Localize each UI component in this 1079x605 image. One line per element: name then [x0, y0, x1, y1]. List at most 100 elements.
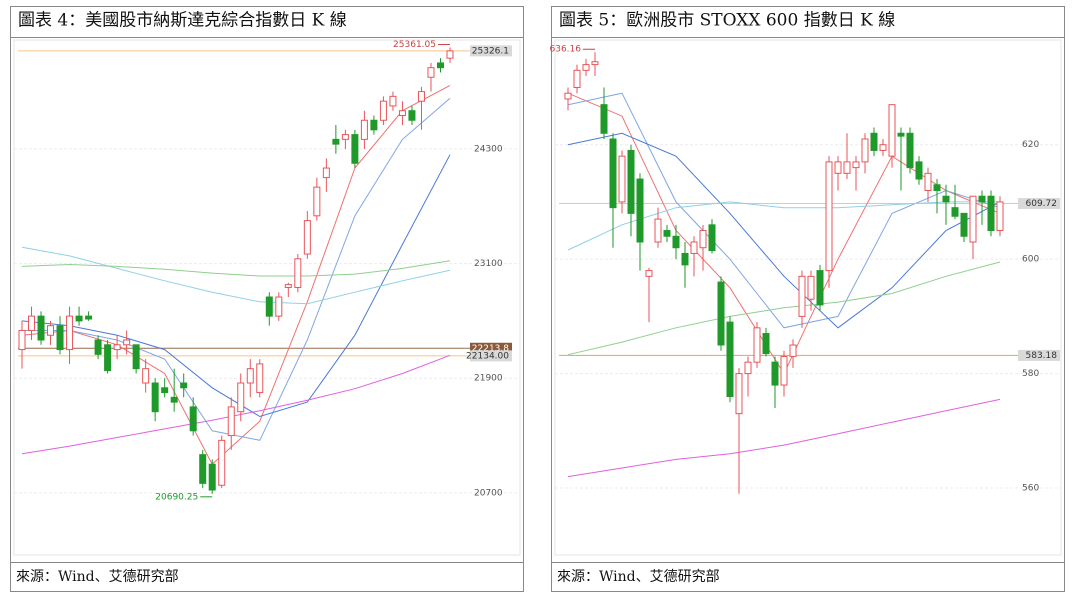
panel-frame	[10, 6, 524, 592]
candle-body	[379, 100, 387, 121]
candle-body	[123, 339, 131, 346]
y-tick-label: 560	[1022, 484, 1039, 494]
candle-body	[798, 275, 806, 317]
candle-body	[717, 281, 725, 346]
moving-average-line	[567, 261, 1001, 356]
moving-average-line	[21, 84, 451, 466]
candle-body	[227, 406, 235, 437]
candle-body	[609, 138, 617, 209]
reference-label-box	[1018, 198, 1060, 210]
candle-body	[275, 296, 283, 317]
reference-label-box	[1018, 349, 1060, 361]
candle-body	[924, 172, 932, 191]
candle-body	[645, 270, 653, 277]
candle-body	[861, 138, 869, 163]
candle-body	[332, 138, 340, 145]
candle-body	[690, 241, 698, 254]
reference-label-box	[470, 350, 512, 362]
candle-body	[780, 355, 788, 386]
candle-body	[218, 439, 226, 486]
candle-body	[753, 327, 761, 363]
candle-body	[942, 195, 950, 203]
candle-body	[18, 329, 26, 351]
candle-body	[825, 161, 833, 272]
candle-body	[85, 315, 93, 320]
candle-body	[807, 275, 815, 300]
candle-body	[879, 144, 887, 151]
candle-body	[208, 463, 216, 491]
annotation: 25361.05	[393, 40, 436, 50]
reference-label-box	[470, 45, 512, 57]
candle-body	[699, 230, 707, 249]
candle-body	[161, 387, 169, 394]
candle-body	[933, 184, 941, 191]
reference-label: 609.72	[1026, 199, 1058, 209]
candle-body	[427, 67, 435, 78]
candle-body	[681, 252, 689, 266]
candle-body	[322, 167, 330, 179]
candle-body	[351, 134, 359, 164]
candle-body	[398, 110, 406, 116]
panel-frame	[551, 6, 1065, 592]
source: 來源：Wind、艾德研究部	[557, 569, 720, 585]
candle-body	[256, 363, 264, 394]
candle-body	[618, 155, 626, 203]
candle-body	[654, 218, 662, 243]
candle-body	[744, 361, 752, 375]
candle-body	[303, 220, 311, 255]
moving-average-line	[21, 260, 451, 277]
candle-body	[834, 161, 842, 174]
candle-body	[66, 315, 74, 351]
candle-body	[237, 382, 245, 413]
reference-label: 25326.1	[472, 46, 509, 56]
candle-body	[436, 62, 444, 69]
chart-title: 圖表 5：歐洲股市 STOXX 600 指數日 K 線	[559, 11, 895, 31]
candle-body	[142, 368, 150, 384]
y-tick-label: 23100	[474, 259, 503, 269]
candle-body	[960, 212, 968, 237]
moving-average-line	[567, 398, 1001, 478]
candle-body	[189, 406, 197, 432]
y-tick-label: 620	[1022, 140, 1039, 150]
candle-body	[888, 104, 896, 157]
reference-label-box	[470, 342, 512, 354]
candle-body	[284, 284, 292, 288]
annotation: 636.16	[550, 45, 582, 55]
candle-body	[151, 382, 159, 413]
candle-body	[600, 104, 608, 134]
candle-body	[417, 91, 425, 102]
chart-title: 圖表 4：美國股市納斯達克綜合指數日 K 線	[18, 11, 347, 31]
candle-body	[75, 315, 83, 322]
candle-body	[56, 325, 64, 351]
y-tick-label: 24300	[474, 144, 503, 154]
candle-body	[672, 235, 680, 249]
candle-body	[446, 50, 454, 59]
candle-body	[843, 161, 851, 174]
candle-body	[246, 368, 254, 384]
y-tick-label: 21900	[474, 374, 503, 384]
moving-average-line	[22, 97, 451, 441]
candle-body	[726, 321, 734, 397]
candle-body	[915, 161, 923, 180]
moving-average-line	[21, 354, 451, 455]
candle-body	[408, 110, 416, 121]
candle-body	[789, 344, 797, 357]
moving-average-line	[21, 154, 451, 418]
candle-body	[389, 95, 397, 107]
reference-label: 583.18	[1026, 351, 1058, 361]
candle-body	[360, 119, 368, 140]
candle-body	[28, 315, 36, 331]
candle-body	[663, 230, 671, 237]
candle-body	[627, 149, 635, 214]
candle-body	[180, 382, 188, 389]
candle-body	[199, 454, 207, 484]
candle-body	[47, 325, 55, 336]
moving-average-line	[21, 246, 451, 305]
candle-body	[573, 69, 581, 88]
moving-average-line	[567, 132, 1001, 329]
candle-body	[771, 361, 779, 386]
candle-body	[636, 178, 644, 243]
candle-body	[265, 296, 273, 317]
y-tick-label: 600	[1022, 255, 1039, 265]
